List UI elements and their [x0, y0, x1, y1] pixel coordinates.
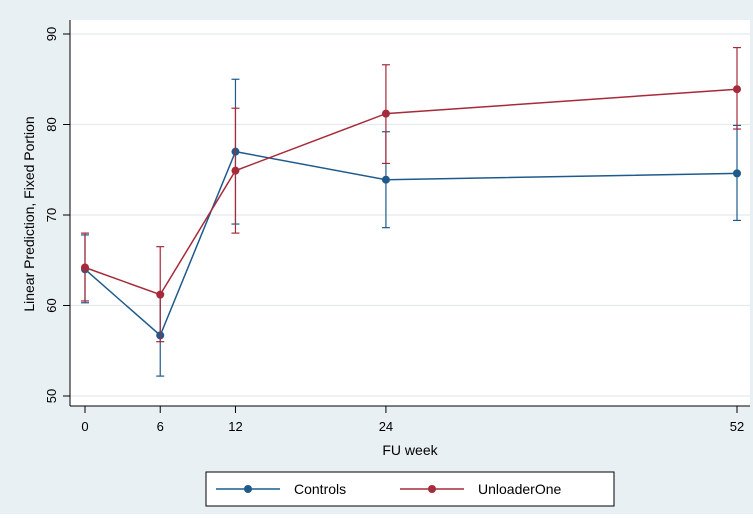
gridlines	[70, 33, 750, 397]
y-axis-label: Linear Prediction, Fixed Portion	[21, 116, 37, 311]
x-tick-label: 52	[730, 419, 744, 434]
plot-area	[70, 20, 750, 406]
x-axis-label: FU week	[382, 442, 438, 458]
y-tick-label: 80	[44, 117, 59, 131]
data-point	[733, 169, 741, 178]
data-point	[231, 166, 240, 175]
series-unloaderone	[81, 46, 741, 343]
legend-label: Controls	[294, 481, 346, 497]
legend: Controls UnloaderOne	[205, 471, 615, 507]
x-tick-label: 24	[379, 419, 393, 434]
x-tick-label: 0	[81, 419, 88, 434]
legend-marker	[244, 485, 252, 493]
legend-label: UnloaderOne	[478, 481, 561, 497]
y-tick-label: 70	[44, 208, 59, 222]
axes: 50 60 70 80 90 0 6 12 24 52	[44, 20, 750, 434]
y-tick-label: 60	[44, 298, 59, 312]
data-point	[381, 109, 390, 118]
legend-marker	[428, 485, 436, 493]
legend-items: Controls UnloaderOne	[216, 481, 561, 497]
data-point	[381, 175, 390, 184]
data-point	[156, 290, 165, 299]
y-tick-label: 90	[44, 27, 59, 41]
x-tick-label: 12	[228, 419, 242, 434]
data-point	[81, 263, 89, 272]
series-group	[81, 46, 741, 377]
x-tick-label: 6	[157, 419, 164, 434]
y-tick-label: 50	[44, 389, 59, 403]
data-point	[733, 85, 741, 94]
